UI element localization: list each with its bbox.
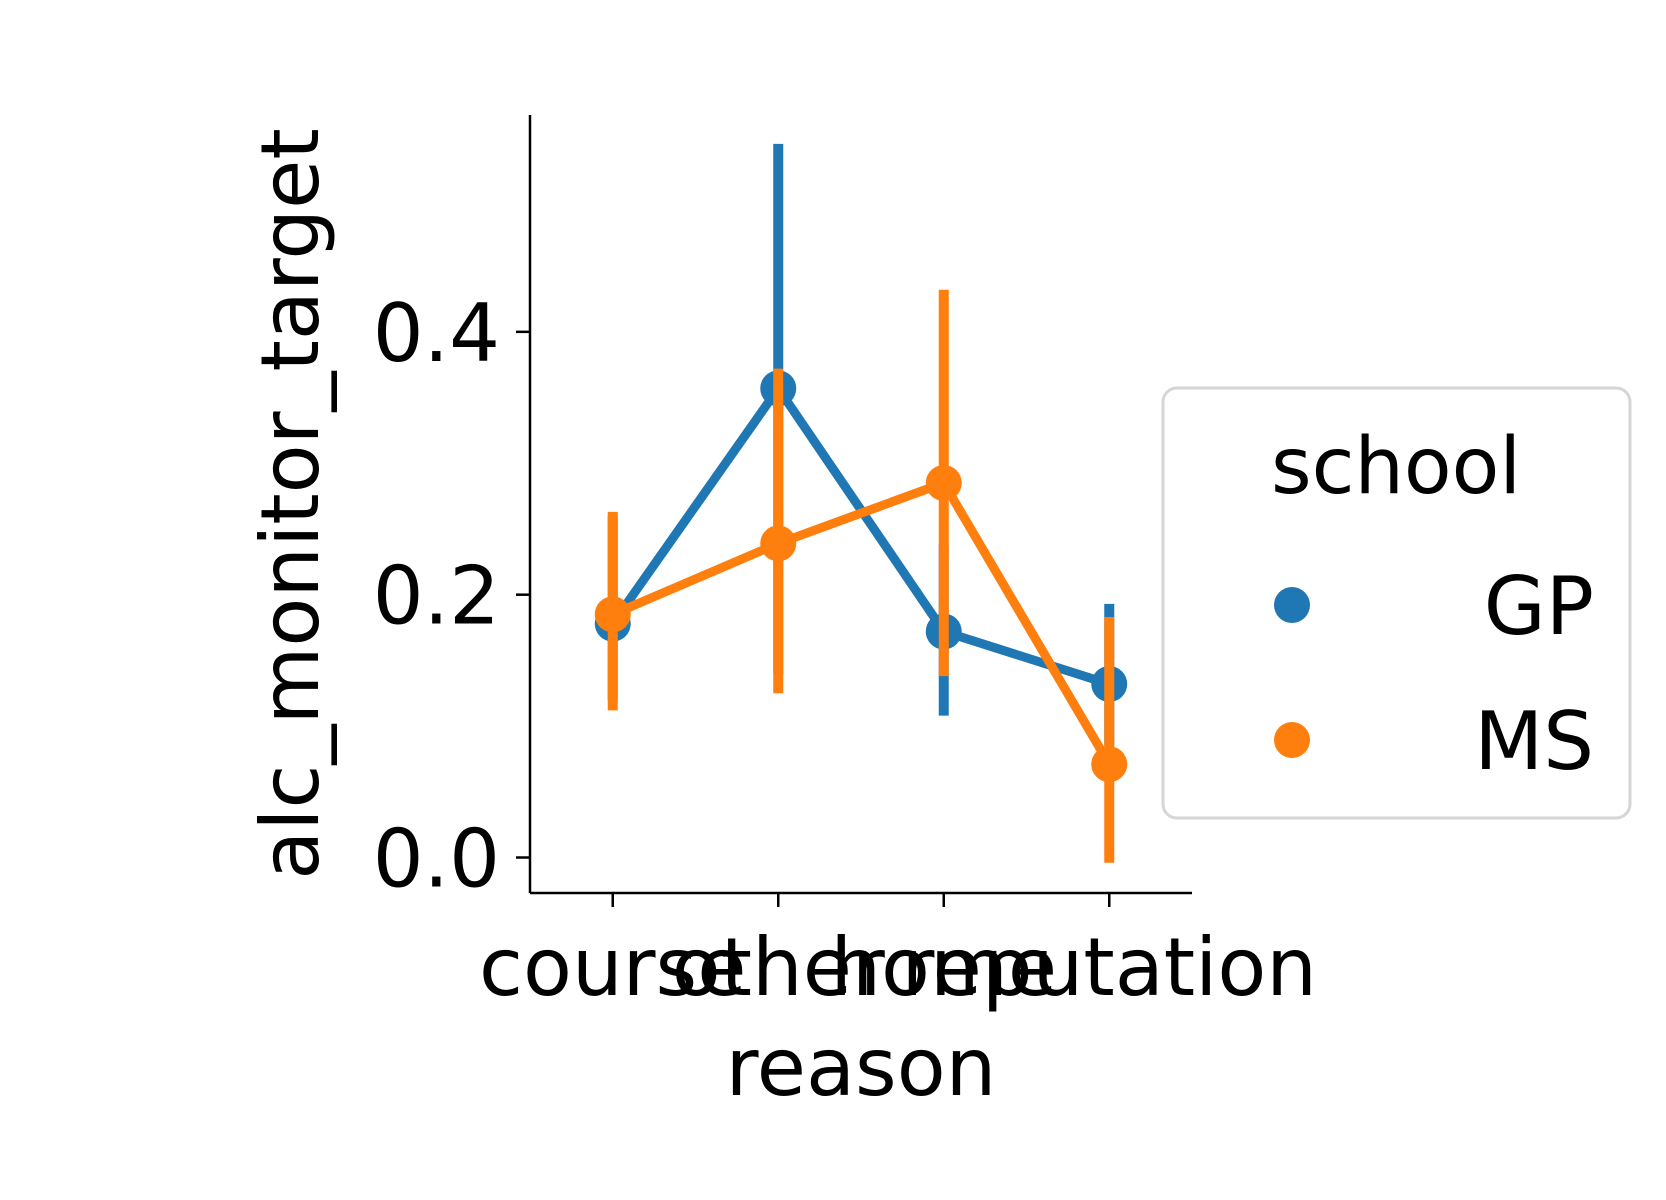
legend-marker bbox=[1274, 722, 1310, 758]
legend-marker bbox=[1274, 587, 1310, 623]
y-axis-label: alc_monitor_target bbox=[244, 128, 337, 879]
y-tick-label: 0.2 bbox=[373, 550, 500, 643]
series-ms bbox=[594, 289, 1128, 863]
data-point bbox=[594, 596, 631, 633]
y-ticks: 0.0 0.2 0.4 bbox=[373, 287, 530, 906]
series-line bbox=[610, 478, 1114, 767]
legend-label: MS bbox=[1474, 695, 1594, 788]
data-point bbox=[1091, 746, 1128, 783]
data-point bbox=[925, 464, 962, 501]
x-tick-label: course bbox=[479, 921, 746, 1014]
x-tick-label: home bbox=[830, 921, 1057, 1014]
series-layer bbox=[594, 143, 1128, 863]
legend-label: GP bbox=[1484, 560, 1594, 653]
axes bbox=[528, 115, 1192, 895]
legend-box bbox=[1161, 386, 1632, 820]
x-axis-label: reason bbox=[726, 1021, 997, 1114]
legend-title: school bbox=[1271, 422, 1521, 512]
legend: school GP MS bbox=[1161, 386, 1632, 820]
data-point bbox=[760, 525, 797, 562]
x-tick-label: other bbox=[672, 921, 885, 1014]
y-tick-label: 0.4 bbox=[373, 287, 500, 380]
legend-entries: GP MS bbox=[1274, 560, 1594, 788]
x-tick-label: reputation bbox=[902, 921, 1317, 1014]
y-tick-label: 0.0 bbox=[373, 813, 500, 906]
